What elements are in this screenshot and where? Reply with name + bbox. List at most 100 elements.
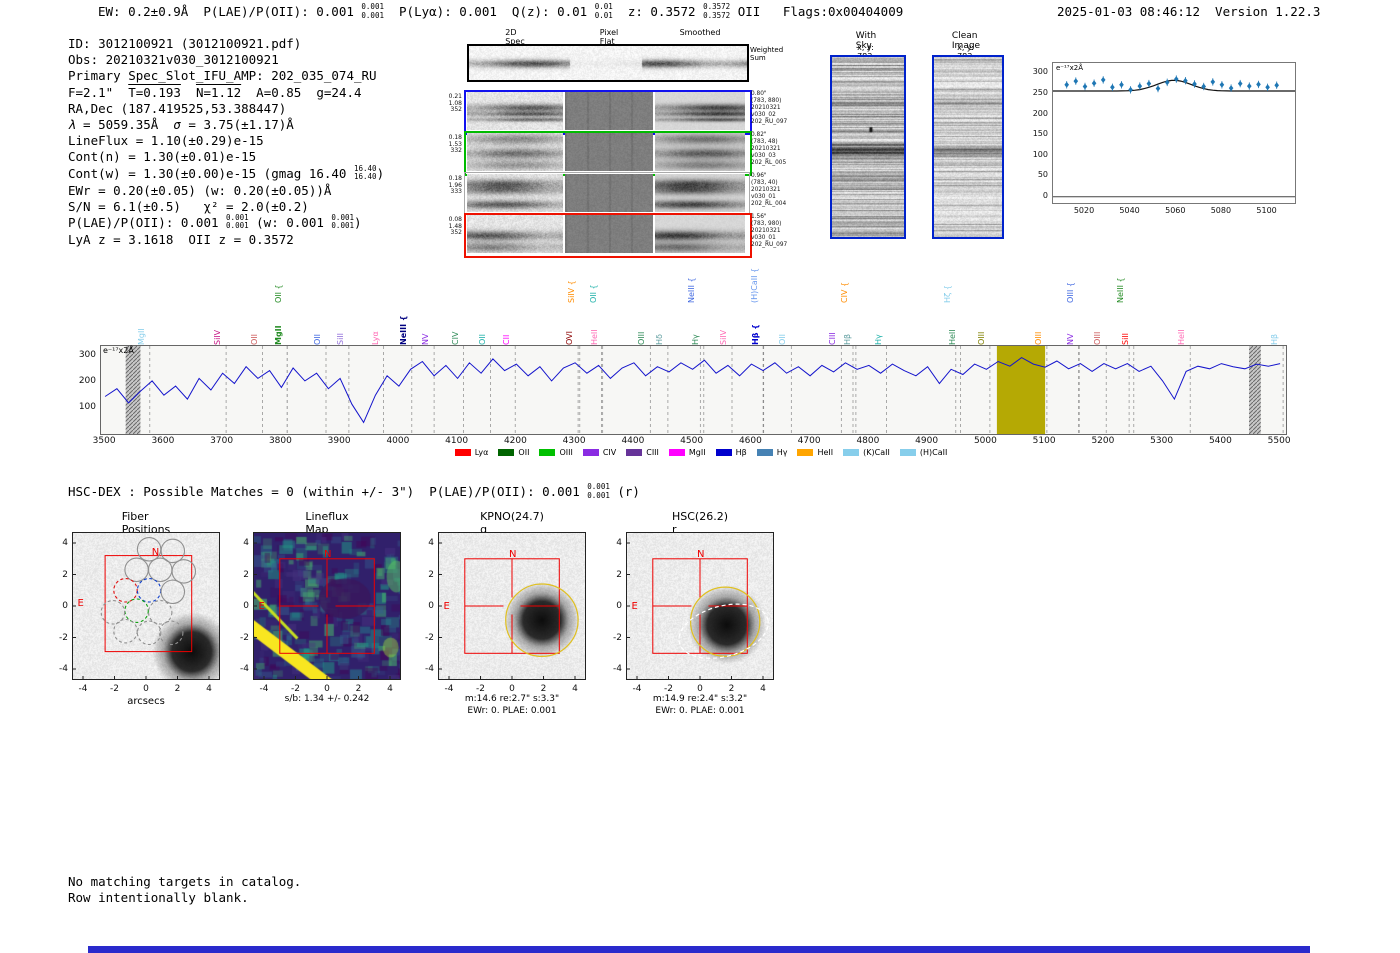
fiber-weight-value: 0.18	[448, 175, 462, 182]
fiber-weight-value: 1.96	[448, 181, 462, 189]
spec2d-2d-image	[467, 174, 563, 212]
y-tick-label: 0	[428, 601, 434, 611]
x-tick-label: 4100	[445, 436, 469, 446]
spec2d-row-annotations: 0.80" (783, 880) 20210321 v030_02 202_RU_097	[751, 91, 793, 126]
x-tick-label: 5060	[1165, 206, 1186, 215]
compass-north: N	[151, 546, 160, 558]
legend-label: Lyα	[474, 448, 489, 457]
line-fit-svg	[1053, 75, 1295, 198]
header-fraction: 0.01 0.01	[594, 2, 613, 20]
y-tick-label: 4	[243, 538, 249, 548]
weighted-sum-label: Weighted Sum	[750, 46, 783, 62]
source-ellipse	[689, 586, 761, 657]
x-tick-label: 4900	[915, 436, 939, 446]
info-part: )	[354, 214, 362, 230]
fiber-circle	[136, 620, 162, 646]
info-part: LineFlux = 1.10(±0.29)e-15	[68, 133, 264, 149]
compass-north: N	[324, 549, 332, 560]
timestamp-version: 2025-01-03 08:46:12 Version 1.22.3	[1057, 4, 1321, 19]
x-tick-label: 0	[697, 684, 703, 694]
header-part: EW: 0.2±0.9Å P(LAE)/P(OII): 0.001	[98, 4, 362, 19]
info-fraction: 0.001 0.001	[331, 213, 354, 231]
spec2d-smooth-image	[655, 92, 745, 130]
fiber-weight-value: 0.08	[448, 216, 462, 223]
spec2d-flat-image	[565, 133, 653, 171]
spectral-line-label: CII	[502, 334, 512, 345]
spec2d-col-header: Pixel Flat	[599, 28, 619, 46]
hsc-fraction: 0.001 0.001	[587, 482, 610, 500]
info-part: Cont(n) = 1.30(±0.01)e-15	[68, 149, 257, 165]
annotation-line: v030_01	[751, 194, 776, 200]
x-tick-label: 4	[206, 684, 212, 694]
x-tick-label: 2	[728, 684, 735, 694]
legend-swatch	[539, 449, 556, 456]
annotation-line: v030_03	[751, 153, 776, 159]
y-tick-label: 50	[1037, 170, 1048, 180]
panel-caption: EWr: 0. PLAE: 0.001	[655, 706, 745, 716]
info-line: Cont(n) = 1.30(±0.01)e-15	[68, 149, 384, 165]
annotation-line: (783, 980)	[751, 221, 782, 227]
spec2d-2d-image	[467, 92, 563, 130]
spectral-line-label: SiIV {	[566, 280, 576, 303]
info-line: RA,Dec (187.419525,53.388447)	[68, 101, 384, 117]
y-tick-label: -4	[59, 664, 68, 674]
annotation-line: 202_RU_097	[751, 242, 788, 248]
panel-caption: m:14.9 re:2.4" s:3.2"	[652, 694, 748, 704]
fiber-circle	[113, 618, 138, 644]
x-tick-label: 4700	[797, 436, 821, 446]
annotation-line: (783, 48)	[751, 139, 778, 145]
x-tick-label: 2	[174, 684, 181, 694]
spectral-line-label: NeIII {	[1116, 277, 1126, 303]
fiber-circle	[158, 620, 184, 646]
spectral-line-label: Lyα	[370, 331, 380, 345]
info-line: Obs: 20210321v030_3012100921	[68, 52, 384, 68]
x-tick-label: 0	[509, 684, 515, 694]
legend-label: Hβ	[735, 448, 747, 457]
annotation-line: 0.80"	[751, 91, 767, 97]
spec2d-smooth-image	[655, 215, 745, 253]
legend-label: Hγ	[776, 448, 788, 457]
spectral-line-label: OII	[313, 333, 322, 345]
info-fraction: 0.001 0.001	[226, 213, 249, 231]
panel-caption: s/b: 1.34 +/- 0.242	[284, 694, 370, 704]
info-line: EWr = 0.20(±0.05) (w: 0.20(±0.05))Å	[68, 183, 384, 199]
y-tick-label: 0	[1042, 190, 1048, 200]
catalog-ellipse	[678, 603, 769, 659]
x-tick-label: 5100	[1032, 436, 1056, 446]
panel-caption: m:14.6 re:2.7" s:3.3"	[464, 694, 560, 704]
legend-label: OIII	[559, 448, 573, 457]
y-tick-label: -2	[425, 632, 434, 643]
info-part: A=0.85 g=24.4	[241, 84, 362, 100]
x-tick-label: 3700	[210, 436, 234, 446]
x-tick-label: 5020	[1073, 206, 1095, 215]
legend-swatch	[454, 449, 471, 456]
info-part: T=0.193	[128, 84, 181, 100]
spectral-line-label: NV	[421, 333, 431, 345]
y-tick-label: 150	[1032, 129, 1048, 139]
y-tick-label: 4	[428, 538, 434, 548]
header-summary: EW: 0.2±0.9Å P(LAE)/P(OII): 0.001 0.001 0…	[98, 2, 904, 21]
weighted-sum-image	[467, 44, 749, 82]
header-part: P(Lyα): 0.001 Q(z): 0.01	[383, 4, 595, 19]
y-tick-label: 2	[616, 569, 622, 580]
header-part: OII Flags:0x00404009	[730, 4, 904, 19]
fiber-circle	[136, 578, 162, 603]
legend-item: Lyα	[454, 448, 489, 457]
fiber-overlay	[72, 532, 220, 680]
annotation-line: 202_RU_097	[751, 119, 788, 125]
info-part: P(LAE)/P(OII): 0.001	[68, 214, 227, 230]
spec2d-row-left-labels: 0.08 1.48 352	[440, 216, 462, 237]
y-tick-label: -2	[240, 632, 249, 643]
fiber-circle	[160, 538, 186, 564]
spectral-line-label: Hβ {	[750, 324, 760, 345]
annotation-line: 20210321	[751, 146, 781, 152]
spectral-line-label: HeII	[1177, 329, 1187, 345]
legend-label: OII	[518, 448, 530, 457]
fiber-circle	[124, 557, 149, 583]
x-tick-label: 5200	[1091, 436, 1115, 446]
y-tick-label: -4	[240, 664, 249, 674]
x-tick-label: 4	[760, 684, 766, 694]
info-part: (w: 0.001	[248, 214, 332, 230]
spectral-line-label: MgII	[136, 328, 146, 345]
y-tick-label: 4	[616, 538, 622, 548]
